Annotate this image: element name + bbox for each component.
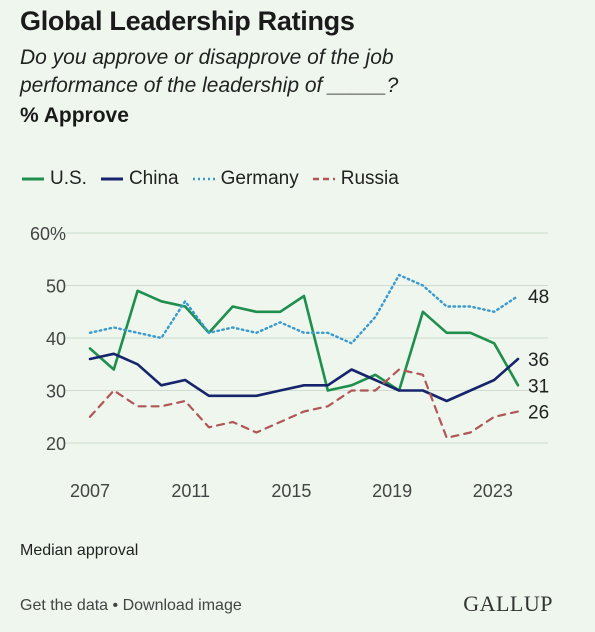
x-tick-label: 2011 [171,481,210,501]
chart-subtitle: Do you approve or disapprove of the job … [20,46,399,97]
legend-label-us: U.S. [50,168,87,189]
legend-label-russia: Russia [340,168,399,189]
series-line-china [88,352,520,403]
end-label-russia: 26 [528,403,549,424]
measure-label: % Approve [20,104,129,127]
legend-item-us: U.S. [22,168,87,190]
x-tick-label: 2019 [372,481,412,501]
x-tick-label: 2023 [473,481,513,501]
line-chart: 20 30 40 50 60% 2007 2011 2015 2019 2023 31 36 48 26 [30,224,549,501]
series-line-germany [88,273,520,345]
y-tick-label: 30 [46,382,66,402]
end-label-germany: 48 [528,287,549,308]
y-tick-label: 60% [30,224,66,244]
footer-separator: • [108,597,123,614]
legend-swatch-russia [312,177,335,181]
legend-label-germany: Germany [220,168,299,189]
gallup-logo: GALLUP [463,591,553,616]
y-tick-label: 50 [46,277,66,297]
legend-swatch-china [100,177,123,181]
y-tick-label: 40 [46,329,66,349]
series-line-us [88,289,520,392]
end-label-china: 36 [528,350,549,371]
end-label-us: 31 [528,376,549,397]
legend-swatch-germany [192,177,215,181]
legend-item-china: China [100,168,179,190]
x-tick-label: 2015 [271,481,311,501]
x-tick-label: 2007 [70,481,110,501]
y-tick-label: 20 [46,434,66,454]
chart-title: Global Leadership Ratings [20,6,355,36]
series-line-russia [88,368,520,439]
footer-links: Get the data • Download image [20,597,242,615]
legend-label-china: China [128,168,179,189]
legend-swatch-us [22,177,44,181]
chart-legend: U.S. China Germany Russia [22,168,413,190]
legend-item-russia: Russia [312,168,399,190]
download-image-link[interactable]: Download image [122,597,242,614]
legend-item-germany: Germany [192,168,299,190]
get-data-link[interactable]: Get the data [20,597,109,614]
chart-note: Median approval [20,542,139,559]
